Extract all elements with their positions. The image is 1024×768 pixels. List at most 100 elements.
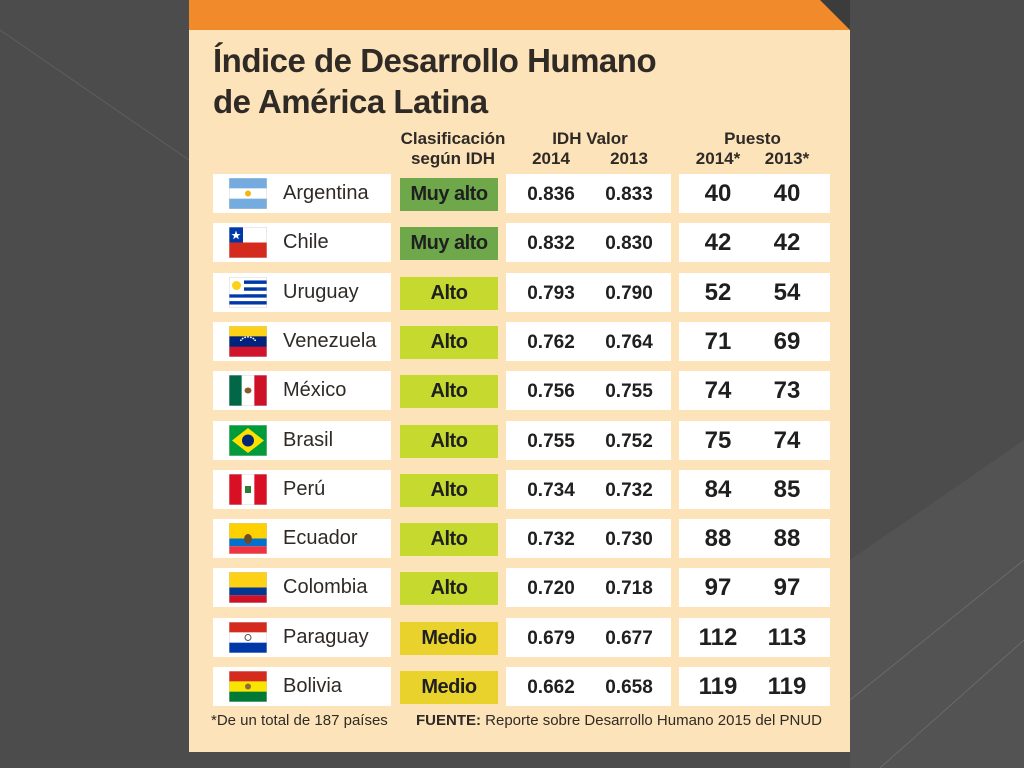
classification-badge: Alto <box>400 326 498 359</box>
idh-value-2014: 0.720 <box>527 578 575 599</box>
infographic-card: Índice de Desarrollo Humano de América L… <box>189 0 850 752</box>
table-row: Uruguay Alto 0.793 0.790 52 54 <box>189 273 850 312</box>
table-row: Bolivia Medio 0.662 0.658 119 119 <box>189 667 850 706</box>
title-line-1: Índice de Desarrollo Humano <box>213 42 657 79</box>
source-label: FUENTE: <box>416 712 481 729</box>
classification-badge: Alto <box>400 474 498 507</box>
idh-cell-bg <box>506 667 671 706</box>
classification-badge: Muy alto <box>400 178 498 211</box>
rank-2013: 97 <box>773 574 801 601</box>
header-puesto-2013: 2013* <box>764 149 810 168</box>
idh-cell-bg <box>506 519 671 558</box>
colombia-flag <box>229 572 267 603</box>
rank-cell-bg <box>679 371 830 410</box>
header-idh-2014: 2014 <box>532 149 570 168</box>
rank-2014: 112 <box>698 624 738 651</box>
idh-value-2014: 0.662 <box>527 677 575 698</box>
country-name: Argentina <box>283 182 369 204</box>
rank-cell-bg <box>679 667 830 706</box>
idh-cell-bg <box>506 322 671 361</box>
table-row: Chile Muy alto 0.832 0.830 42 42 <box>189 223 850 262</box>
idh-value-2014: 0.793 <box>527 283 575 304</box>
country-name: México <box>283 379 347 401</box>
rank-2014: 40 <box>704 180 732 207</box>
idh-cell-bg <box>506 421 671 460</box>
table-row: Paraguay Medio 0.679 0.677 112 113 <box>189 618 850 657</box>
idh-value-2013: 0.833 <box>605 184 653 205</box>
table-row: Perú Alto 0.734 0.732 84 85 <box>189 470 850 509</box>
rank-2013: 74 <box>773 427 801 454</box>
rank-cell-bg <box>679 273 830 312</box>
top-accent-bar <box>189 0 850 30</box>
rank-2014: 88 <box>704 525 732 552</box>
rank-2013: 85 <box>773 476 801 503</box>
classification-badge: Muy alto <box>400 227 498 260</box>
ecuador-flag <box>229 523 267 554</box>
venezuela-flag <box>229 326 267 357</box>
header-idh-2013: 2013 <box>610 149 648 168</box>
idh-value-2013: 0.830 <box>605 233 653 254</box>
corner-fold <box>820 0 850 30</box>
rank-2013: 40 <box>773 180 801 207</box>
idh-cell-bg <box>506 223 671 262</box>
rank-2014: 74 <box>704 377 732 404</box>
idh-value-2013: 0.718 <box>605 578 653 599</box>
source-note: FUENTE: Reporte sobre Desarrollo Humano … <box>416 712 822 729</box>
classification-badge: Alto <box>400 375 498 408</box>
source-text: Reporte sobre Desarrollo Humano 2015 del… <box>481 712 823 729</box>
rank-2013: 73 <box>773 377 801 404</box>
title-line-2: de América Latina <box>213 83 488 120</box>
table-row: Argentina Muy alto 0.836 0.833 40 40 <box>189 174 850 213</box>
classification-badge: Alto <box>400 277 498 310</box>
rank-2013: 42 <box>773 229 801 256</box>
idh-value-2013: 0.755 <box>605 381 653 402</box>
idh-value-2013: 0.790 <box>605 283 653 304</box>
header-puesto-2014: 2014* <box>695 149 741 168</box>
classification-badge: Medio <box>400 622 498 655</box>
header-clasificacion: Clasificación según IDH <box>393 129 513 169</box>
rank-2014: 75 <box>704 427 732 454</box>
rank-cell-bg <box>679 519 830 558</box>
table-row: Brasil Alto 0.755 0.752 75 74 <box>189 421 850 460</box>
rank-2014: 119 <box>698 673 738 700</box>
idh-value-2014: 0.762 <box>527 332 575 353</box>
bolivia-flag <box>229 671 267 702</box>
table-row: Ecuador Alto 0.732 0.730 88 88 <box>189 519 850 558</box>
idh-value-2014: 0.836 <box>527 184 575 205</box>
rank-cell-bg <box>679 223 830 262</box>
rank-cell-bg <box>679 470 830 509</box>
rank-2013: 119 <box>767 673 807 700</box>
classification-badge: Alto <box>400 523 498 556</box>
table-row: Colombia Alto 0.720 0.718 97 97 <box>189 568 850 607</box>
infographic-title: Índice de Desarrollo Humano de América L… <box>213 40 833 122</box>
argentina-flag <box>229 178 267 209</box>
rank-2013: 88 <box>773 525 801 552</box>
classification-badge: Medio <box>400 671 498 704</box>
rank-2013: 113 <box>767 624 807 651</box>
country-name: Perú <box>283 478 326 500</box>
country-name: Venezuela <box>283 330 377 352</box>
idh-value-2014: 0.755 <box>527 431 575 452</box>
idh-value-2014: 0.734 <box>527 480 575 501</box>
rank-2014: 71 <box>704 328 732 355</box>
peru-flag <box>229 474 267 505</box>
idh-value-2014: 0.756 <box>527 381 575 402</box>
header-clasificacion-line-2: según IDH <box>410 149 496 168</box>
table-row: México Alto 0.756 0.755 74 73 <box>189 371 850 410</box>
table-row: Venezuela Alto 0.762 0.764 71 69 <box>189 322 850 361</box>
rank-cell-bg <box>679 322 830 361</box>
country-name: Ecuador <box>283 527 358 549</box>
idh-value-2014: 0.732 <box>527 529 575 550</box>
mexico-flag <box>229 375 267 406</box>
country-name: Uruguay <box>283 281 359 303</box>
idh-value-2013: 0.677 <box>605 628 653 649</box>
header-clasificacion-line-1: Clasificación <box>400 129 506 148</box>
rank-2014: 97 <box>704 574 732 601</box>
idh-value-2013: 0.658 <box>605 677 653 698</box>
idh-value-2013: 0.752 <box>605 431 653 452</box>
rank-cell-bg <box>679 174 830 213</box>
country-name: Brasil <box>283 429 334 451</box>
idh-cell-bg <box>506 371 671 410</box>
data-table: Argentina Muy alto 0.836 0.833 40 40 Chile Muy … <box>189 0 850 752</box>
country-name: Chile <box>283 231 329 253</box>
